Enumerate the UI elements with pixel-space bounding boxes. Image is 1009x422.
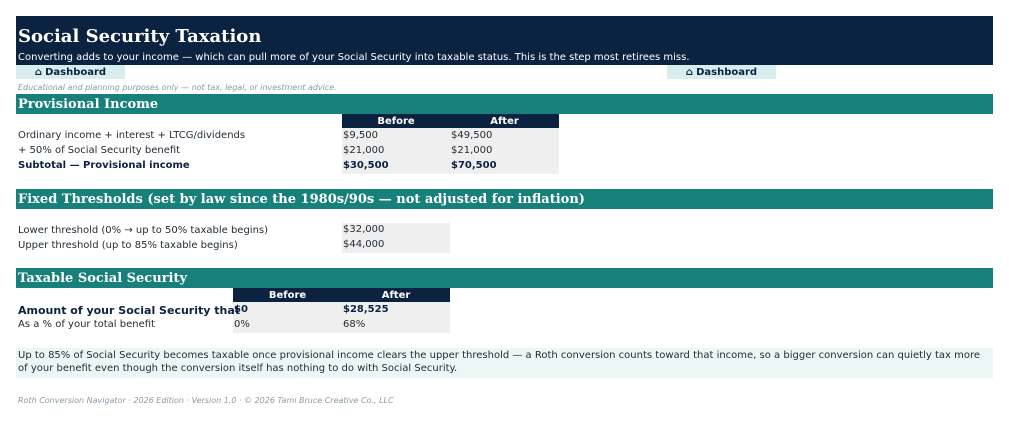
taxable-percent-after: 68% bbox=[343, 319, 366, 330]
subtotal-after: $70,500 bbox=[451, 160, 497, 171]
value-before: $9,500 bbox=[343, 130, 378, 141]
taxable-amount-before: $0 bbox=[234, 304, 248, 315]
taxable-amount-after: $28,525 bbox=[343, 304, 389, 315]
section-header-thresholds bbox=[16, 189, 993, 209]
dashboard-button-right[interactable]: ⌂ Dashboard bbox=[667, 65, 776, 79]
taxable-values-shade bbox=[233, 302, 450, 333]
value-after: $21,000 bbox=[451, 145, 493, 156]
threshold-value-upper: $44,000 bbox=[343, 239, 385, 250]
disclaimer: Educational and planning purposes only —… bbox=[18, 83, 337, 92]
threshold-values-shade bbox=[342, 223, 450, 253]
explanation-box bbox=[16, 348, 993, 378]
dashboard-button-left[interactable]: ⌂ Dashboard bbox=[16, 65, 125, 79]
row-label: + 50% of Social Security benefit bbox=[18, 145, 181, 156]
column-header-before: Before bbox=[342, 114, 450, 128]
taxable-percent-before: 0% bbox=[234, 319, 250, 330]
taxable-amount-label: Amount of your Social Security that bbox=[18, 304, 241, 317]
home-icon: ⌂ bbox=[34, 66, 43, 78]
page-subtitle: Converting adds to your income — which c… bbox=[18, 52, 690, 63]
explanation-text: Up to 85% of Social Security becomes tax… bbox=[18, 350, 980, 374]
home-icon: ⌂ bbox=[685, 66, 694, 78]
value-before: $21,000 bbox=[343, 145, 385, 156]
row-label: Ordinary income + interest + LTCG/divide… bbox=[18, 130, 246, 141]
threshold-label-lower: Lower threshold (0% → up to 50% taxable … bbox=[18, 225, 269, 236]
subtotal-before: $30,500 bbox=[343, 160, 389, 171]
taxable-percent-label: As a % of your total benefit bbox=[18, 319, 155, 330]
section-title-provisional: Provisional Income bbox=[18, 97, 159, 112]
section-title-thresholds: Fixed Thresholds (set by law since the 1… bbox=[18, 192, 585, 207]
column-header-after: After bbox=[450, 114, 559, 128]
threshold-value-lower: $32,000 bbox=[343, 224, 385, 235]
dashboard-button-label: Dashboard bbox=[45, 66, 107, 78]
column-header-before: Before bbox=[233, 288, 342, 302]
page-title: Social Security Taxation bbox=[18, 26, 262, 47]
provisional-values-shade bbox=[342, 128, 559, 174]
section-header-taxable bbox=[16, 268, 993, 288]
title-banner bbox=[16, 16, 993, 65]
dashboard-button-label: Dashboard bbox=[696, 66, 758, 78]
column-header-after: After bbox=[342, 288, 450, 302]
section-header-provisional bbox=[16, 94, 993, 114]
subtotal-label: Subtotal — Provisional income bbox=[18, 160, 190, 171]
footer: Roth Conversion Navigator · 2026 Edition… bbox=[18, 396, 394, 405]
section-title-taxable: Taxable Social Security bbox=[18, 271, 188, 286]
value-after: $49,500 bbox=[451, 130, 493, 141]
threshold-label-upper: Upper threshold (up to 85% taxable begin… bbox=[18, 240, 238, 251]
